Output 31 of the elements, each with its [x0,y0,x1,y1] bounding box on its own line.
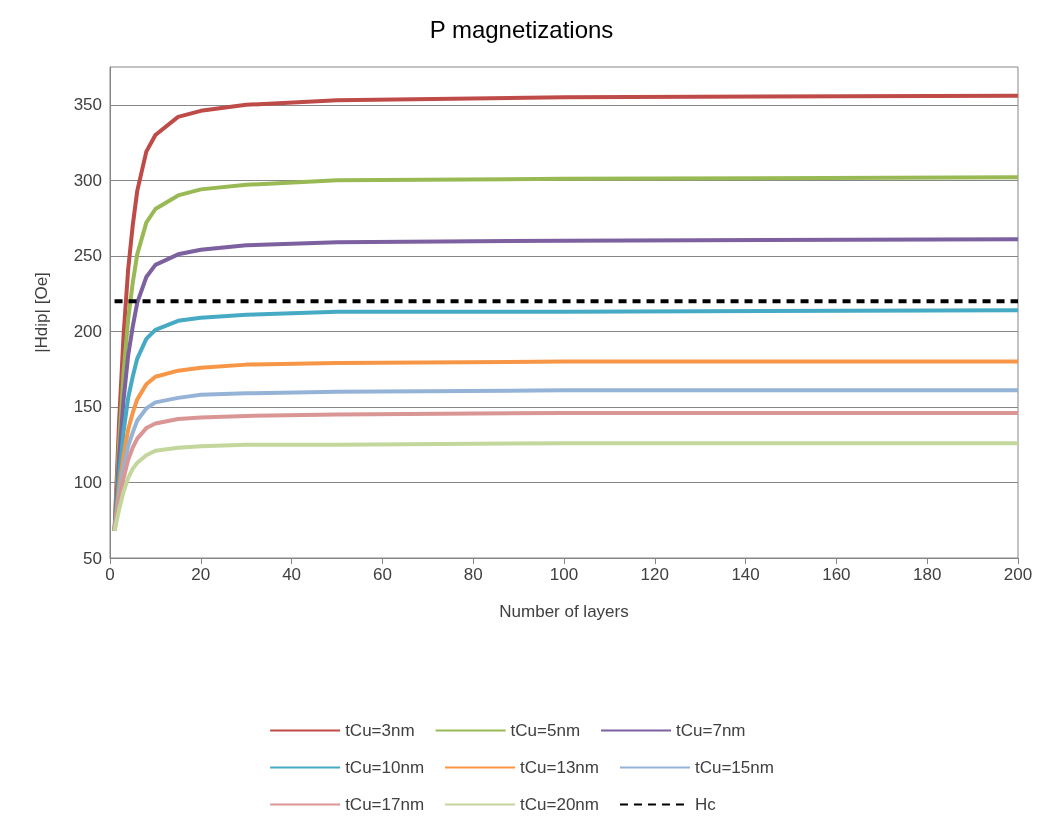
x-tick-label: 40 [282,565,302,584]
legend-label: tCu=13nm [520,758,599,777]
y-axis-title: |Hdip| [Oe] [32,272,51,353]
x-tick-label: 120 [640,565,669,584]
y-tick-label: 150 [73,397,102,417]
y-tick-label: 300 [73,170,102,190]
x-tick-label: 160 [822,565,851,584]
x-tick-label: 140 [731,565,760,584]
x-tick-label: 20 [191,565,211,584]
y-tick-label: 200 [73,321,102,341]
legend-label: Hc [694,795,717,814]
y-tick-label: 50 [83,548,102,568]
x-tick-label: 100 [549,565,579,584]
legend-label: tCu=15nm [694,758,774,777]
legend-label: tCu=17nm [345,795,425,814]
y-tick-label: 250 [73,246,102,266]
line-series [112,441,1020,533]
y-tick-label: 350 [73,95,102,115]
legend-label: tCu=7nm [676,721,746,740]
legend-label: tCu=3nm [345,721,415,740]
x-tick-label: 180 [913,565,942,584]
chart-title: P magnetizations [429,15,614,43]
x-axis-title: Number of layers [499,602,629,621]
legend-label: tCu=5nm [510,721,581,740]
legend-label: tCu=10nm [345,758,425,777]
x-tick-label: 0 [105,565,115,584]
legend-label: tCu=20nm [520,795,599,814]
x-tick-label: 200 [1003,565,1033,584]
y-tick-label: 100 [73,472,102,492]
x-tick-label: 80 [463,565,483,584]
x-tick-label: 60 [372,565,392,584]
